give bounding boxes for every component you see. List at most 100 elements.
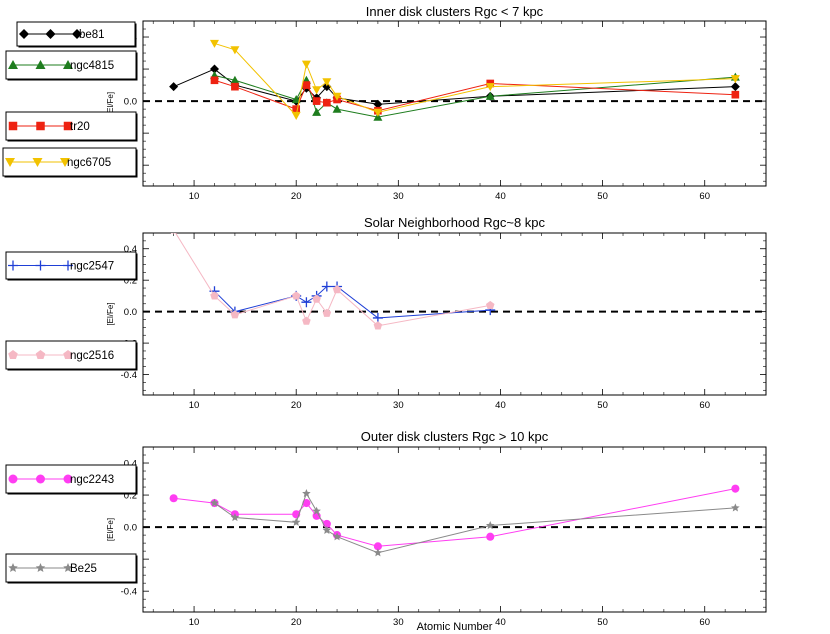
x-tick-label: 40 <box>495 191 506 202</box>
legend-marker <box>32 158 43 167</box>
data-point-Be25 <box>302 488 311 498</box>
data-point-ngc2516 <box>312 294 321 303</box>
chart-title: Solar Neighborhood Rgc~8 kpc <box>364 215 546 230</box>
x-tick-label: 40 <box>495 617 506 628</box>
data-point-Be25 <box>322 525 332 534</box>
legend-marker <box>63 260 73 271</box>
x-axis-label: Atomic Number <box>417 621 493 633</box>
series-ngc2547 <box>209 281 496 323</box>
data-point-Be25 <box>373 548 383 557</box>
data-point-ngc6705 <box>730 75 740 84</box>
legend-label: ngc6705 <box>67 157 111 169</box>
legend-item-ngc2547: ngc2547 <box>5 251 138 281</box>
plot-frame <box>142 20 767 187</box>
legend-item-ngc6705: ngc6705 <box>2 147 138 178</box>
x-tick-label: 50 <box>597 191 608 202</box>
x-tick-label: 20 <box>291 617 302 628</box>
legend-marker <box>63 350 73 360</box>
legend-marker <box>35 260 46 271</box>
series-ngc2516 <box>170 233 495 330</box>
x-tick-label: 40 <box>495 400 506 411</box>
y-tick-label: 0.4 <box>124 244 137 255</box>
data-point-ngc6705 <box>312 86 322 95</box>
data-point-ngc2516 <box>373 321 383 330</box>
data-point-be81 <box>730 82 740 92</box>
legend-label: ngc4815 <box>70 60 114 72</box>
y-tick-label: 0.4 <box>124 459 137 470</box>
legend-marker <box>8 474 18 484</box>
y-tick-label: 0.0 <box>124 307 137 318</box>
data-point-tr20 <box>312 97 321 105</box>
legend-label: be81 <box>79 29 105 41</box>
data-point-ngc4815 <box>332 104 342 113</box>
legend-marker <box>60 158 70 167</box>
data-point-Be25 <box>210 498 219 507</box>
plot-frame <box>142 446 767 613</box>
y-tick-label: 0.2 <box>124 491 137 502</box>
legend-item-tr20: tr20 <box>5 111 138 142</box>
data-point-tr20 <box>210 76 219 85</box>
y-axis-label: [El/Fe] <box>106 92 115 115</box>
x-tick-label: 10 <box>189 191 200 202</box>
legend-marker <box>36 121 45 131</box>
legend-marker <box>35 563 46 573</box>
data-point-ngc2516 <box>302 316 311 325</box>
legend-marker <box>8 60 18 69</box>
series-Be25 <box>210 488 740 557</box>
legend-label: ngc2243 <box>70 474 114 486</box>
data-point-ngc2516 <box>332 285 342 294</box>
y-axis-label: [El/Fe] <box>106 518 115 541</box>
x-tick-label: 10 <box>189 400 200 411</box>
legend-item-ngc2243: ngc2243 <box>5 464 138 495</box>
x-tick-label: 30 <box>393 617 404 628</box>
data-point-ngc2516 <box>291 291 301 300</box>
legend-marker <box>63 563 73 573</box>
x-tick-label: 60 <box>699 191 710 202</box>
plot-frame <box>142 232 767 396</box>
data-point-Be25 <box>332 532 342 541</box>
data-point-ngc2516 <box>485 300 495 309</box>
x-tick-label: 30 <box>393 400 404 411</box>
data-point-ngc2516 <box>170 233 177 234</box>
x-tick-label: 50 <box>597 617 608 628</box>
data-point-ngc2547 <box>372 312 383 323</box>
data-point-Be25 <box>291 517 301 526</box>
data-point-ngc2516 <box>230 310 240 319</box>
legend-label: ngc2547 <box>70 261 114 273</box>
y-tick-label: 0.0 <box>124 523 137 534</box>
series-ngc4815 <box>209 70 740 121</box>
chart-panel-1: Inner disk clusters Rgc < 7 kpc 10 20 30 40 5… <box>106 4 767 202</box>
series-line-ngc4815 <box>214 74 736 118</box>
data-point-Be25 <box>731 503 740 512</box>
legend-marker <box>63 121 73 131</box>
data-point-Be25 <box>312 506 321 515</box>
chart-title: Inner disk clusters Rgc < 7 kpc <box>366 4 544 19</box>
legend-item-ngc2516: ngc2516 <box>5 340 138 371</box>
legend-marker <box>19 29 29 39</box>
data-point-ngc2243 <box>169 494 178 503</box>
legend-marker <box>45 29 56 39</box>
series-line-tr20 <box>214 79 736 112</box>
legend-item-Be25: Be25 <box>5 553 138 584</box>
data-point-Be25 <box>485 521 495 530</box>
x-tick-label: 60 <box>699 617 710 628</box>
data-point-ngc6705 <box>230 46 240 55</box>
series-line-ngc2516 <box>175 233 491 327</box>
series-ngc2243 <box>169 484 740 551</box>
data-point-tr20 <box>302 81 311 89</box>
x-tick-label: 20 <box>291 400 302 411</box>
series-ngc6705 <box>209 39 740 121</box>
data-point-ngc2243 <box>486 532 495 541</box>
legend-marker <box>5 158 15 167</box>
data-point-ngc6705 <box>301 60 311 69</box>
legend-label: Be25 <box>70 563 97 575</box>
chart-panel-2: Solar Neighborhood Rgc~8 kpc 10 20 30 40 50 60… <box>106 215 767 411</box>
data-point-tr20 <box>231 82 239 91</box>
series-line-ngc6705 <box>214 42 736 117</box>
data-point-ngc6705 <box>291 111 301 121</box>
data-point-ngc6705 <box>209 39 219 48</box>
legend-marker <box>63 474 73 484</box>
x-tick-label: 30 <box>393 191 404 202</box>
data-point-ngc2243 <box>731 484 740 493</box>
